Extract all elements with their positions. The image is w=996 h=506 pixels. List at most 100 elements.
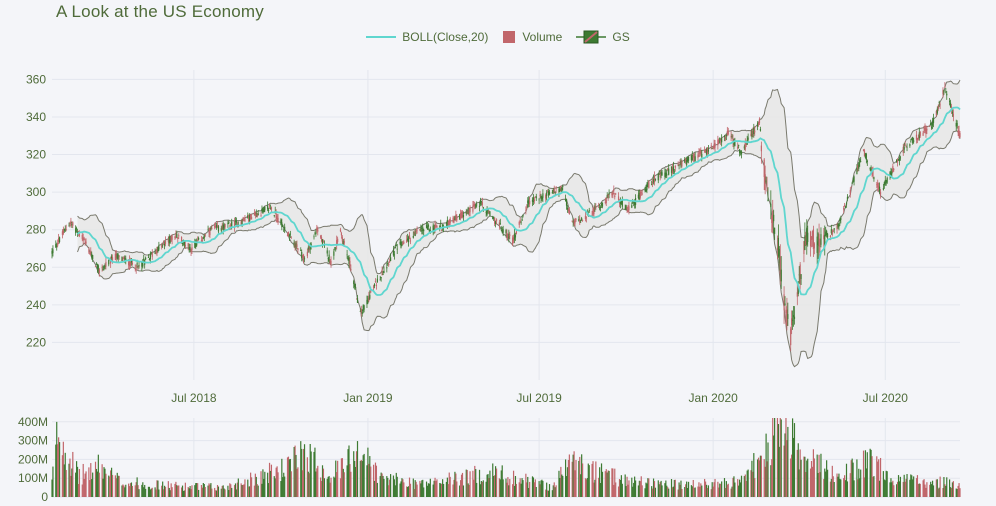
- candle-body: [366, 299, 368, 305]
- candle-body: [189, 246, 191, 251]
- volume-bar: [432, 484, 434, 497]
- price-tick-label: 280: [26, 223, 46, 237]
- candle-body: [784, 303, 786, 306]
- candle-body: [743, 146, 745, 149]
- volume-bar: [631, 477, 633, 497]
- volume-bar: [294, 445, 296, 497]
- volume-bar: [879, 457, 882, 497]
- volume-bar: [605, 469, 607, 497]
- candle-body: [621, 199, 623, 207]
- volume-bar: [646, 483, 648, 497]
- candle-body: [382, 274, 384, 275]
- volume-bar: [328, 476, 330, 497]
- volume-bar: [684, 487, 686, 497]
- candle-body: [138, 265, 140, 267]
- volume-bar: [387, 477, 389, 497]
- candle-body: [481, 202, 483, 205]
- volume-bar: [359, 460, 361, 497]
- volume-bar: [394, 485, 396, 497]
- candle-body: [355, 287, 357, 289]
- volume-bar: [191, 485, 193, 497]
- legend-label-gs: GS: [612, 30, 630, 44]
- volume-bar: [704, 478, 706, 497]
- candle-body: [785, 309, 787, 313]
- volume-bar: [429, 478, 431, 497]
- candle-body: [744, 142, 746, 150]
- volume-bar: [772, 418, 774, 497]
- candle-body: [906, 146, 908, 148]
- candle-body: [394, 247, 396, 248]
- volume-bar: [588, 465, 590, 497]
- volume-bar: [262, 469, 264, 497]
- volume-bar: [745, 481, 747, 497]
- volume-bar: [634, 480, 637, 497]
- volume-bar: [542, 480, 544, 497]
- volume-bar: [599, 482, 602, 497]
- volume-bar: [376, 482, 378, 497]
- volume-bar: [57, 444, 59, 497]
- candle-body: [432, 225, 434, 231]
- candle-body: [658, 173, 660, 175]
- volume-bar: [416, 484, 418, 497]
- candle-body: [288, 234, 291, 237]
- candle-body: [946, 93, 948, 96]
- candle-body: [641, 193, 643, 195]
- volume-bar: [188, 488, 190, 497]
- volume-tick-label: 200M: [18, 452, 48, 466]
- candle-body: [487, 208, 489, 211]
- volume-bar: [554, 487, 556, 497]
- volume-bar: [598, 477, 600, 497]
- candle-body: [856, 168, 858, 175]
- volume-bar: [608, 470, 610, 497]
- candle-body: [665, 172, 667, 177]
- volume-bar: [257, 485, 259, 497]
- date-tick-label: Jul 2019: [516, 391, 562, 405]
- volume-bar: [167, 481, 169, 497]
- volume-bar: [673, 479, 675, 497]
- candle-body: [115, 253, 117, 258]
- candle-body: [204, 234, 206, 236]
- candle-body: [654, 179, 657, 180]
- candle-body: [89, 253, 91, 254]
- candle-body: [482, 207, 484, 209]
- legend-item-gs[interactable]: GS: [576, 30, 630, 44]
- volume-bar: [382, 475, 384, 497]
- legend-item-boll[interactable]: BOLL(Close,20): [366, 30, 488, 44]
- candle-body: [215, 225, 217, 227]
- candle-body: [902, 147, 904, 153]
- volume-bar: [282, 477, 284, 497]
- candle-body: [778, 248, 780, 264]
- candle-body: [389, 260, 391, 263]
- volume-tick-label: 0: [41, 490, 48, 504]
- candle-body: [520, 221, 522, 223]
- volume-tick-label: 100M: [18, 471, 48, 485]
- volume-bar: [521, 478, 523, 497]
- volume-bar: [439, 482, 441, 497]
- candle-body: [290, 236, 292, 238]
- candle-body: [349, 260, 351, 266]
- volume-bar: [581, 454, 583, 497]
- candle-body: [301, 251, 303, 259]
- volume-bar: [740, 475, 743, 497]
- volume-bar: [852, 462, 854, 497]
- candle-body: [525, 209, 527, 211]
- volume-bar: [718, 487, 720, 497]
- volume-bar: [553, 482, 555, 497]
- volume-bar: [958, 483, 960, 497]
- candle-body: [765, 180, 767, 183]
- candle-body: [176, 234, 178, 238]
- volume-bar: [787, 426, 789, 497]
- candle-body: [853, 176, 855, 182]
- volume-bar: [178, 485, 180, 497]
- volume-bar: [129, 483, 132, 497]
- volume-bar: [862, 450, 865, 497]
- candle-body: [638, 193, 640, 200]
- legend-item-volume[interactable]: Volume: [502, 30, 562, 44]
- candle-body: [668, 168, 670, 175]
- volume-bar: [846, 481, 849, 497]
- volume-bar: [621, 483, 623, 497]
- volume-bar: [877, 461, 879, 497]
- volume-bar: [826, 460, 828, 497]
- volume-bar: [326, 478, 328, 497]
- volume-bar: [664, 483, 666, 497]
